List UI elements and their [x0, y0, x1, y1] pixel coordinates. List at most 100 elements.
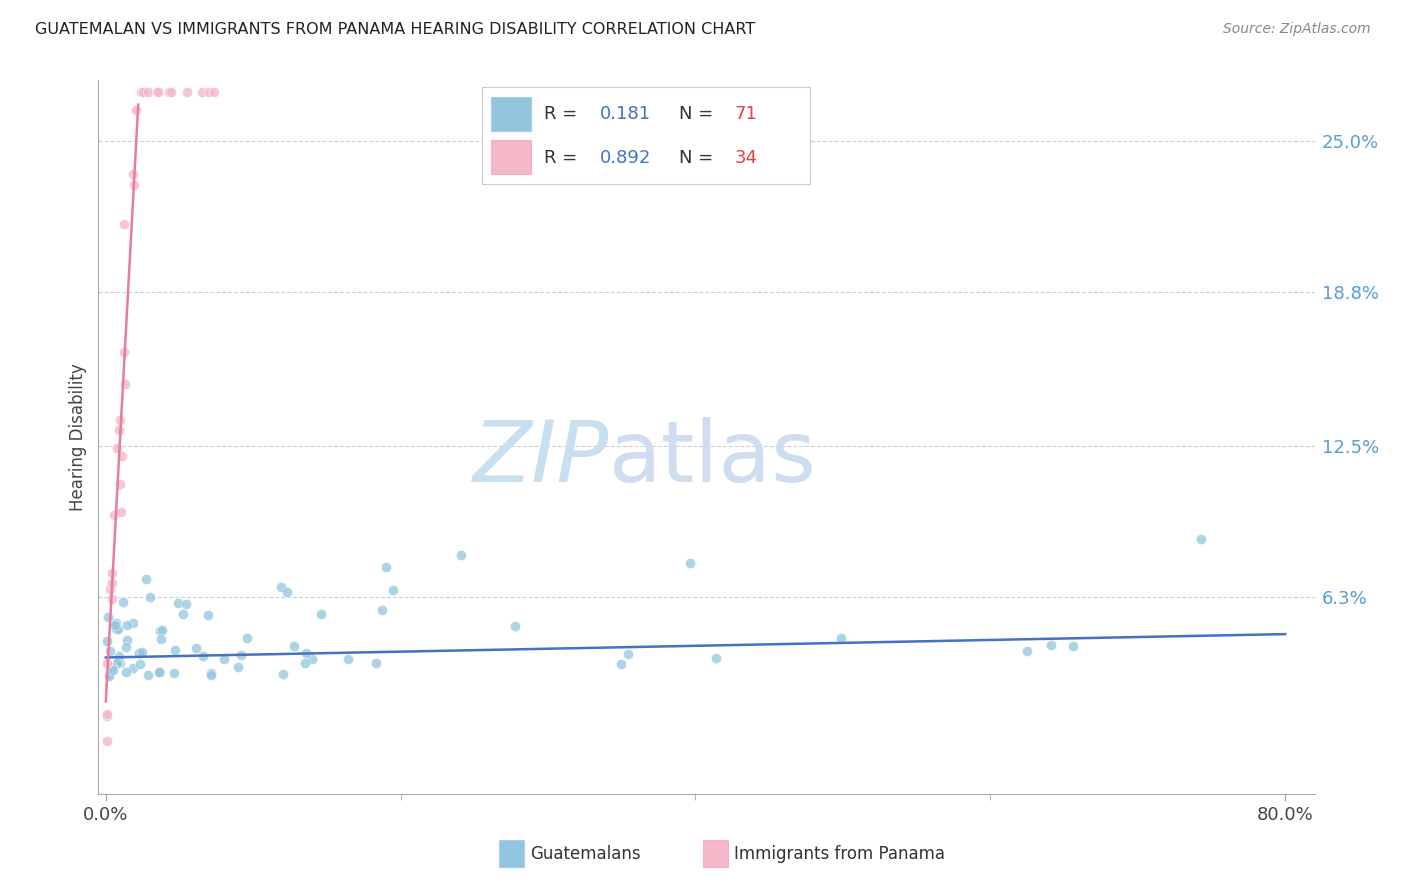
Point — [200, 668, 222, 682]
Point — [101, 566, 124, 581]
Point — [1062, 639, 1084, 653]
Point — [108, 423, 131, 437]
Point — [110, 505, 132, 519]
Point — [138, 668, 160, 682]
Point — [214, 652, 236, 666]
Point — [191, 86, 214, 100]
Point — [149, 624, 172, 639]
Point — [336, 652, 359, 666]
Point — [174, 597, 197, 611]
Point — [115, 618, 138, 632]
Point — [186, 641, 208, 656]
Point — [111, 449, 134, 463]
Point — [96, 734, 118, 748]
Point — [679, 556, 702, 570]
Point — [97, 669, 120, 683]
Point — [503, 619, 526, 633]
Point — [115, 665, 138, 679]
Point — [121, 615, 143, 630]
Text: atlas: atlas — [609, 417, 817, 500]
Point — [96, 656, 118, 670]
Text: ZIP: ZIP — [472, 417, 609, 500]
Point — [98, 644, 121, 658]
Point — [202, 86, 225, 100]
Point — [149, 665, 172, 679]
Point — [107, 622, 129, 636]
Point — [104, 617, 127, 632]
Point — [236, 631, 259, 645]
Point — [132, 86, 155, 100]
Point — [129, 657, 152, 671]
Point — [107, 441, 129, 455]
Point — [193, 649, 215, 664]
Point — [98, 667, 121, 681]
Point — [122, 167, 145, 181]
Point — [108, 413, 131, 427]
Y-axis label: Hearing Disability: Hearing Disability — [69, 363, 87, 511]
Text: Source: ZipAtlas.com: Source: ZipAtlas.com — [1223, 22, 1371, 37]
Text: GUATEMALAN VS IMMIGRANTS FROM PANAMA HEARING DISABILITY CORRELATION CHART: GUATEMALAN VS IMMIGRANTS FROM PANAMA HEA… — [35, 22, 755, 37]
Point — [176, 86, 198, 100]
Point — [309, 607, 332, 621]
Point — [108, 656, 131, 670]
Point — [172, 607, 194, 621]
Point — [115, 640, 138, 654]
Point — [115, 632, 138, 647]
Point — [104, 622, 127, 636]
Point — [1040, 638, 1063, 652]
Point — [146, 86, 169, 100]
Point — [617, 647, 640, 661]
Point — [157, 86, 180, 100]
Point — [1015, 644, 1038, 658]
Point — [97, 609, 120, 624]
Point — [128, 646, 150, 660]
Point — [107, 656, 129, 670]
Point — [371, 603, 394, 617]
Point — [830, 631, 852, 645]
Point — [375, 560, 398, 574]
Point — [149, 632, 172, 646]
Point — [96, 709, 118, 723]
Point — [98, 582, 121, 597]
Point — [96, 707, 118, 722]
Point — [198, 86, 221, 100]
Point — [294, 646, 316, 660]
Point — [150, 624, 173, 638]
Text: Guatemalans: Guatemalans — [530, 845, 641, 863]
Point — [96, 634, 118, 648]
Point — [301, 652, 323, 666]
Point — [294, 657, 316, 671]
Point — [100, 592, 122, 607]
Point — [132, 86, 155, 100]
Point — [283, 639, 305, 653]
Point — [609, 657, 631, 671]
Point — [148, 665, 170, 679]
Point — [226, 660, 249, 674]
Point — [146, 86, 169, 100]
Point — [105, 656, 128, 670]
Point — [114, 377, 136, 392]
Point — [160, 86, 183, 100]
Point — [101, 576, 124, 591]
Point — [450, 548, 472, 562]
Point — [108, 649, 131, 664]
Point — [112, 218, 135, 232]
Point — [1189, 532, 1212, 546]
Point — [132, 86, 155, 100]
Point — [103, 664, 125, 678]
Point — [231, 648, 253, 662]
Point — [704, 650, 727, 665]
Point — [112, 595, 135, 609]
Point — [364, 656, 387, 670]
Point — [270, 580, 292, 594]
Point — [122, 661, 145, 675]
Point — [135, 572, 157, 586]
Point — [138, 590, 160, 604]
Point — [138, 86, 160, 100]
Text: Immigrants from Panama: Immigrants from Panama — [734, 845, 945, 863]
Point — [103, 508, 125, 522]
Point — [129, 86, 152, 100]
Point — [197, 608, 219, 623]
Point — [165, 642, 187, 657]
Point — [382, 582, 405, 597]
